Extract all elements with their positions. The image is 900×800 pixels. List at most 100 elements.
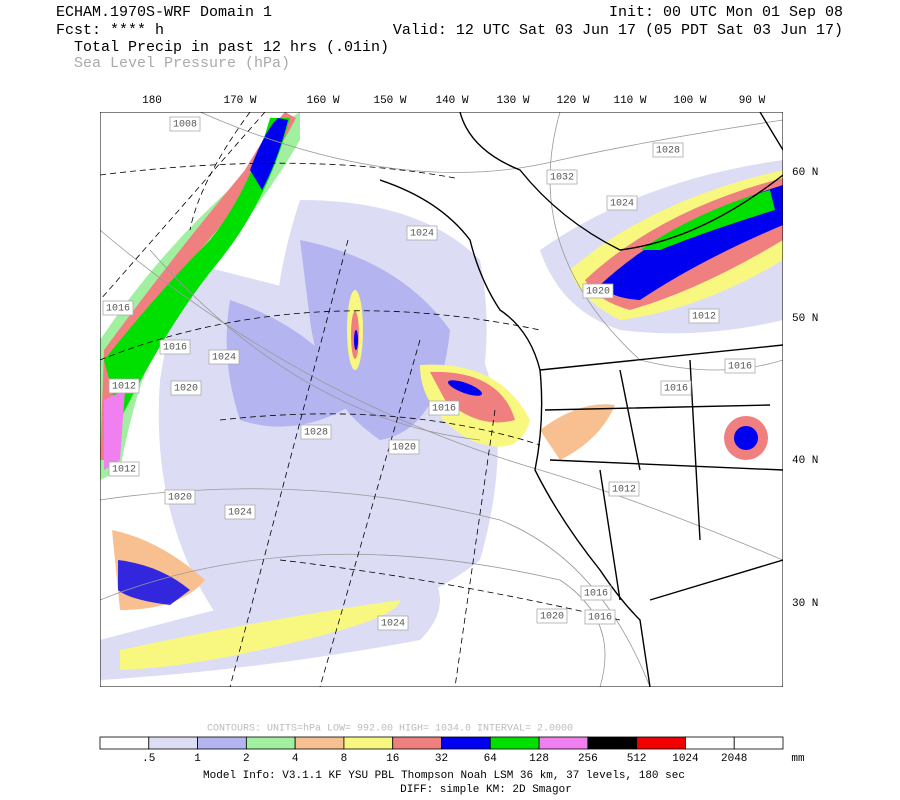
pressure-label-box [580, 585, 612, 601]
pressure-label-box [102, 300, 134, 316]
pressure-label: 1024 [410, 229, 434, 240]
latitude-label: 30 N [792, 598, 818, 610]
colorbar-label: .5 [142, 753, 155, 765]
colorbar-label: 4 [292, 753, 299, 765]
pressure-label: 1012 [692, 312, 716, 323]
longitude-label: 170 W [223, 95, 256, 107]
colorbar-swatch [99, 736, 150, 750]
colorbar-label: 2 [243, 753, 250, 765]
longitude-label: 130 W [496, 95, 529, 107]
pressure-label-box [536, 608, 568, 624]
colorbar-label: 1024 [672, 753, 699, 765]
pressure-label: 1032 [550, 173, 574, 184]
model-title: ECHAM.1970S-WRF Domain 1 [56, 4, 272, 21]
colorbar-swatch [148, 736, 198, 750]
colorbar-swatch [587, 736, 638, 750]
pressure-label: 1016 [728, 362, 752, 373]
pressure-label: 1028 [304, 428, 328, 439]
colorbar-swatch [441, 736, 491, 750]
colorbar-swatch [489, 736, 540, 750]
pressure-label-box [108, 461, 140, 477]
longitude-label: 140 W [435, 95, 468, 107]
pressure-label-box [406, 225, 438, 241]
pressure-label-box [164, 489, 196, 505]
latitude-label: 60 N [792, 167, 818, 179]
colorbar-label: 512 [627, 753, 647, 765]
pressure-label: 1016 [106, 304, 130, 315]
longitude-label: 160 W [306, 95, 339, 107]
pressure-label-box [377, 615, 409, 631]
colorbar-label: 2048 [721, 753, 747, 765]
pressure-label: 1016 [664, 384, 688, 395]
pressure-label-box [108, 378, 140, 394]
colorbar-swatch [197, 736, 247, 750]
pressure-label-box [208, 349, 240, 365]
colorbar-swatch [538, 736, 589, 750]
map [100, 112, 783, 687]
forecast-hour: Fcst: **** h [56, 22, 164, 39]
colorbar-swatch [733, 736, 784, 750]
pressure-label-box [224, 504, 256, 520]
colorbar-swatch [392, 736, 442, 750]
pressure-label-box [546, 169, 578, 185]
pressure-label-box [606, 195, 638, 211]
pressure-label: 1020 [174, 384, 198, 395]
pressure-label: 1020 [168, 493, 192, 504]
valid-time: Valid: 12 UTC Sat 03 Jun 17 (05 PDT Sat … [393, 22, 843, 39]
pressure-label: 1016 [432, 404, 456, 415]
pressure-label: 1020 [392, 443, 416, 454]
contour-info: CONTOURS: UNITS=hPa LOW= 992.00 HIGH= 10… [207, 723, 573, 735]
pressure-label: 1024 [610, 199, 634, 210]
pressure-label-box [652, 142, 684, 158]
model-info: Model Info: V3.1.1 KF YSU PBL Thompson N… [203, 770, 685, 782]
pressure-label: 1028 [656, 146, 680, 157]
pressure-label-box [300, 424, 332, 440]
pressure-label: 1008 [173, 120, 197, 131]
pressure-label-box [724, 358, 756, 374]
colorbar-label: 8 [341, 753, 348, 765]
pressure-label-box [608, 481, 640, 497]
pressure-label-box [688, 308, 720, 324]
colorbar-swatch [636, 736, 686, 750]
pressure-label-box [169, 116, 201, 132]
field-title: Sea Level Pressure (hPa) [74, 55, 290, 72]
pressure-label: 1024 [212, 353, 236, 364]
pressure-label-box [170, 380, 202, 396]
pressure-label-box [584, 609, 616, 625]
pressure-label-box [660, 380, 692, 396]
pressure-label-box [159, 339, 191, 355]
longitude-label: 150 W [373, 95, 406, 107]
colorbar-label: 16 [386, 753, 399, 765]
longitude-label: 120 W [556, 95, 589, 107]
pressure-label: 1024 [228, 508, 252, 519]
pressure-label: 1020 [586, 287, 610, 298]
colorbar-label: 128 [529, 753, 549, 765]
colorbar: .5 1 2 4 8 16 32 64 128 256 512 1024 2048 mm [99, 736, 805, 765]
pressure-label: 1012 [112, 382, 136, 393]
longitude-label: 110 W [613, 95, 646, 107]
colorbar-label: 256 [578, 753, 598, 765]
pressure-label: 1024 [381, 619, 405, 630]
latitude-label: 40 N [792, 455, 818, 467]
pressure-label: 1012 [112, 465, 136, 476]
longitude-label: 90 W [739, 95, 766, 107]
colorbar-swatch [245, 736, 296, 750]
colorbar-label: 64 [484, 753, 498, 765]
pressure-label-box [582, 283, 614, 299]
longitude-label: 100 W [673, 95, 706, 107]
pressure-label-box [388, 439, 420, 455]
pressure-label: 1012 [612, 485, 636, 496]
pressure-label: 1020 [540, 612, 564, 623]
pressure-label: 1016 [588, 613, 612, 624]
field-title: Total Precip in past 12 hrs (.01in) [74, 39, 389, 56]
pressure-label: 1016 [584, 589, 608, 600]
colorbar-unit: mm [791, 753, 805, 765]
colorbar-label: 1 [194, 753, 201, 765]
model-info: DIFF: simple KM: 2D Smagor [400, 784, 572, 796]
pressure-label: 1016 [163, 343, 187, 354]
colorbar-label: 32 [435, 753, 448, 765]
colorbar-swatch [685, 736, 735, 750]
colorbar-swatch [343, 736, 394, 750]
longitude-label: 180 [142, 95, 162, 107]
